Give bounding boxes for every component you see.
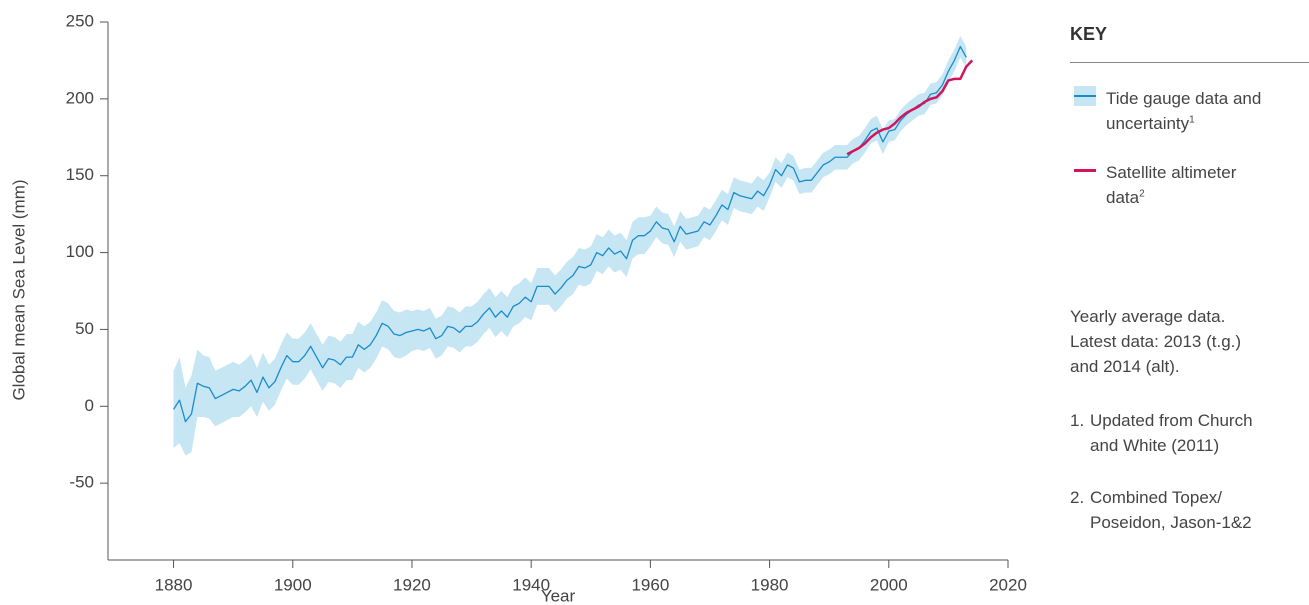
y-tick-label: 200	[66, 88, 94, 107]
legend-label: Tide gauge data and uncertainty1	[1106, 86, 1271, 136]
legend-line	[1074, 169, 1096, 172]
footnote-text: Updated from Church and White (2011)	[1090, 408, 1253, 458]
x-tick-label: 2000	[870, 575, 908, 594]
footnote-line: and White (2011)	[1090, 436, 1220, 455]
footnote-text: Combined Topex/Poseidon, Jason-1&2	[1090, 485, 1252, 535]
x-axis-label: Year	[541, 586, 576, 605]
y-tick-label: 250	[66, 11, 94, 30]
note-line: and 2014 (alt).	[1070, 357, 1180, 376]
uncertainty-band	[173, 35, 967, 456]
y-tick-label: 50	[75, 319, 94, 338]
y-tick-label: 150	[66, 165, 94, 184]
legend-text: Tide gauge data and uncertainty	[1106, 89, 1262, 133]
legend-title: KEY	[1070, 24, 1108, 44]
footnote-line: Updated from Church	[1090, 411, 1253, 430]
series-line	[173, 45, 967, 423]
x-tick-label: 1880	[155, 575, 193, 594]
legend-label: Satellite altimeter data2	[1106, 160, 1271, 210]
x-tick-label: 1900	[274, 575, 312, 594]
x-tick-label: 1980	[751, 575, 789, 594]
series-line	[846, 59, 974, 156]
legend-swatch	[1074, 86, 1096, 106]
note-line: Latest data: 2013 (t.g.)	[1070, 332, 1242, 351]
y-tick-label: 0	[85, 396, 94, 415]
x-tick-label: 1920	[393, 575, 431, 594]
legend-line	[1074, 95, 1096, 97]
y-tick-label: 100	[66, 242, 94, 261]
chart: Global mean Sea Level (mm) Year -50 0 50 10…	[9, 11, 1027, 605]
legend-text: Satellite altimeter data	[1106, 163, 1237, 207]
y-tick-label: -50	[69, 473, 94, 492]
legend-footnote: 1	[1189, 114, 1195, 126]
divider	[1070, 62, 1309, 63]
legend-footnote: 2	[1139, 188, 1145, 200]
footnote-marker: 1.	[1070, 411, 1085, 430]
notes: Yearly average data. Latest data: 2013 (t…	[1070, 304, 1309, 379]
y-axis-label: Global mean Sea Level (mm)	[9, 179, 28, 400]
x-tick-label: 1960	[631, 575, 669, 594]
note-line: Yearly average data.	[1070, 307, 1226, 326]
footnote-marker: 2.	[1070, 488, 1085, 507]
footnote-line: Poseidon, Jason-1&2	[1090, 513, 1252, 532]
x-tick-label: 2020	[989, 575, 1027, 594]
x-tick-label: 1940	[512, 575, 550, 594]
legend-swatch	[1074, 160, 1096, 180]
footnote-line: Combined Topex/	[1090, 488, 1222, 507]
